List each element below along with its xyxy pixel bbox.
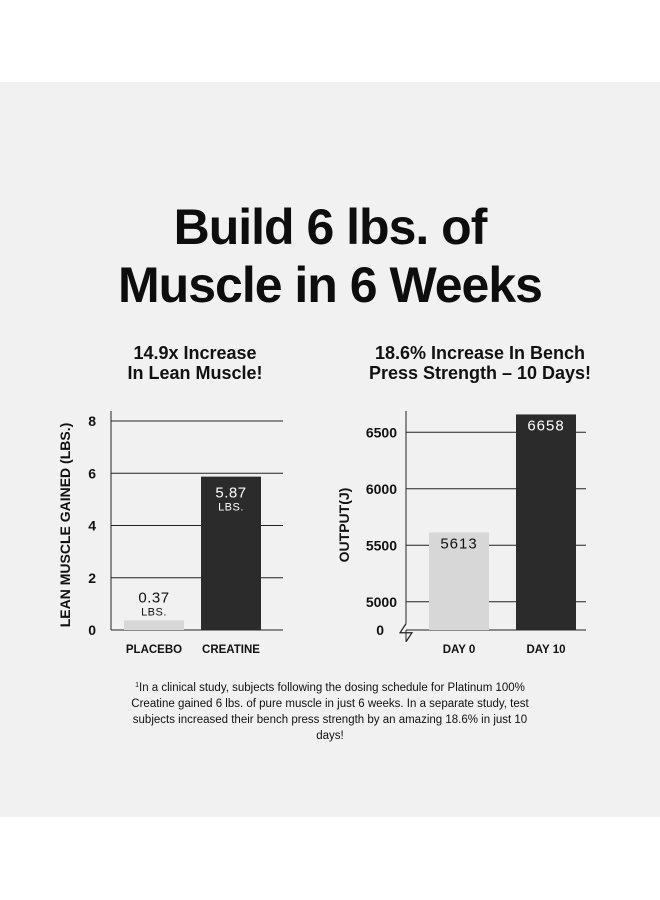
chart-2-bar [429,532,489,630]
chart-2-data-label-value: 5613 [440,536,477,553]
chart-2-data-label-value: 6658 [527,417,564,434]
chart-1-data-label-unit: LBS. [141,606,167,618]
chart-1-y-tick-label: 0 [88,622,96,638]
chart-2-bar [516,414,576,630]
chart-2-y-tick-label: 5500 [366,537,397,553]
chart-2-title: 18.6% Increase In Bench Press Strength –… [330,343,630,383]
chart-2-category-label: DAY 10 [526,644,565,656]
chart-1-y-tick-label: 6 [88,465,96,481]
chart-1-y-tick-label: 2 [88,570,96,586]
chart-1-y-axis-label: LEAN MUSCLE GAINED (LBS.) [57,423,73,628]
chart-1-bar [124,620,184,630]
chart-1-bar [201,476,261,630]
chart-2-y-tick-label: 0 [376,622,384,638]
chart-1-category-label: PLACEBO [126,644,182,656]
headline-line-1: Build 6 lbs. of [173,199,488,255]
chart-1-category-label: CREATINE [202,644,260,656]
chart-1-title-line-2: In Lean Muscle! [127,363,263,383]
chart-1-y-tick-label: 4 [88,518,96,534]
chart-1-y-tick-label: 8 [88,413,96,429]
footnote-text: In a clinical study, subjects following … [131,682,529,742]
chart-2-y-axis-label: OUTPUT(J) [336,488,352,563]
chart-2-title-line-1: 18.6% Increase In Bench [374,343,586,363]
chart-1-title: 14.9x Increase In Lean Muscle! [60,343,330,383]
chart-1-data-label-value: 5.87 [215,485,246,502]
chart-1-title-line-1: 14.9x Increase [133,343,257,363]
headline: Build 6 lbs. of Muscle in 6 Weeks [0,198,660,314]
chart-2-y-tick-label: 6000 [366,481,397,497]
footnote: 1In a clinical study, subjects following… [130,678,530,744]
chart-2-y-tick-label: 6500 [366,424,397,440]
chart-2-title-line-2: Press Strength – 10 Days! [368,363,592,383]
headline-line-2: Muscle in 6 Weeks [118,257,543,313]
chart-2-category-label: DAY 0 [443,644,476,656]
chart-1-data-label-unit: LBS. [218,502,244,514]
chart-2-y-tick-label: 5000 [366,594,397,610]
chart-1-data-label-value: 0.37 [138,589,169,606]
footnote-marker: 1 [135,682,139,689]
